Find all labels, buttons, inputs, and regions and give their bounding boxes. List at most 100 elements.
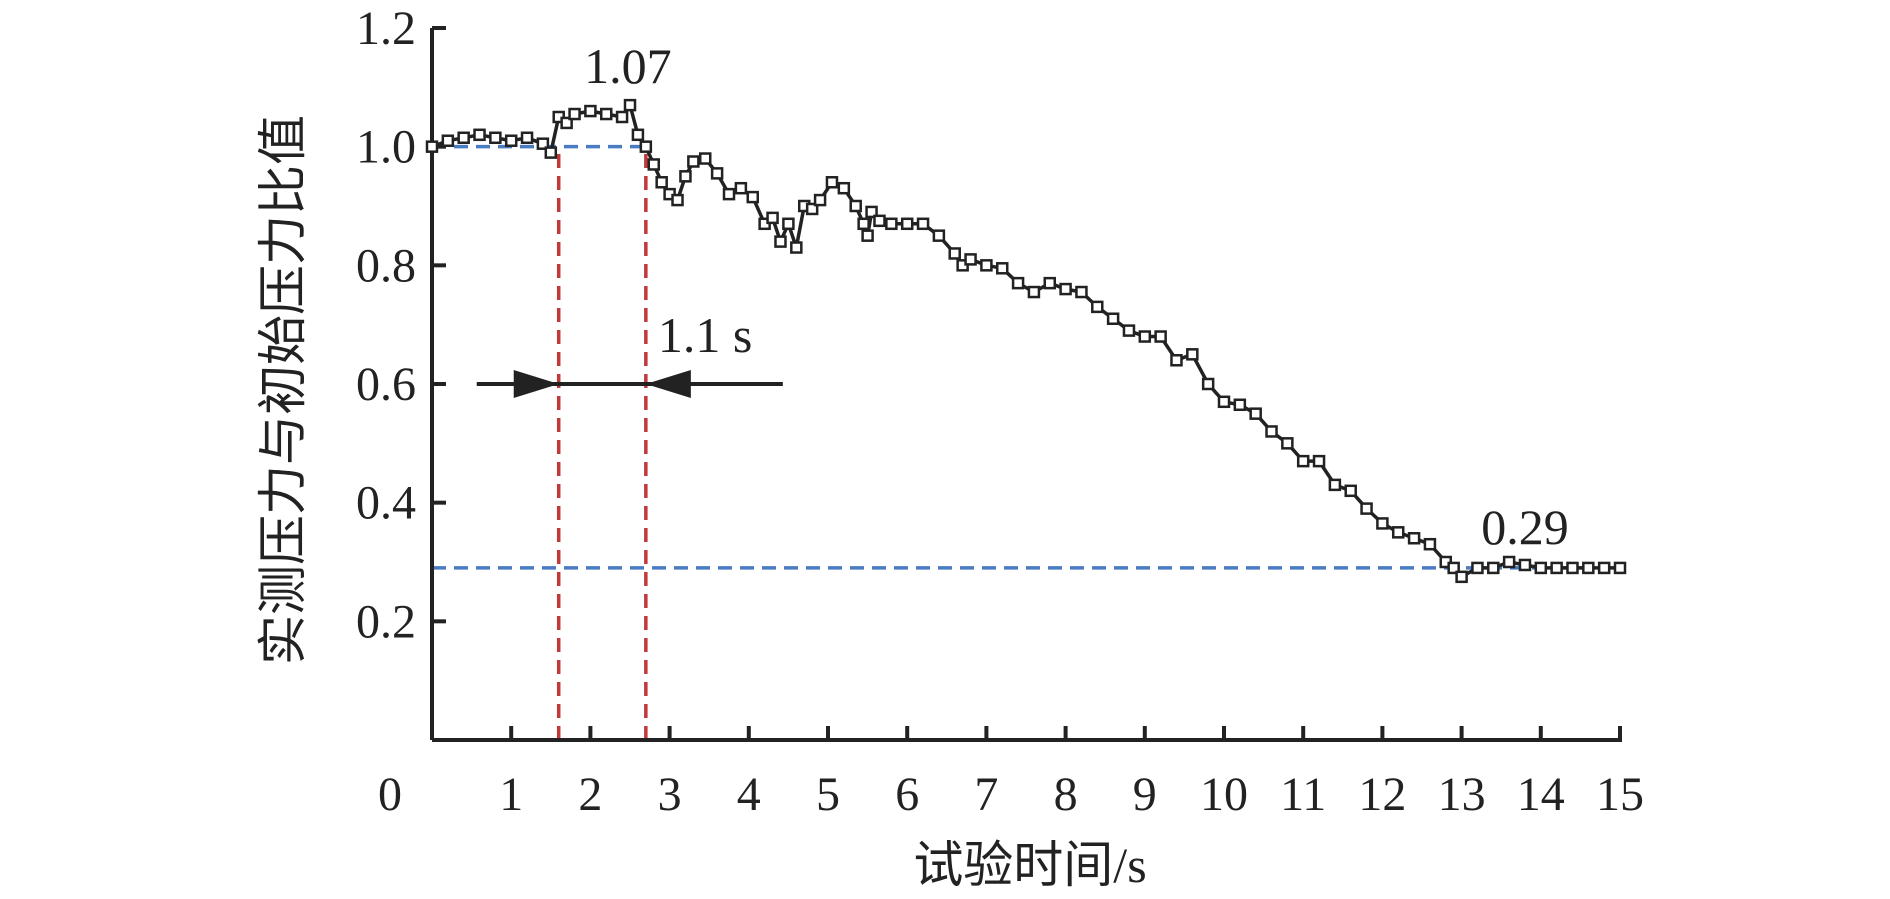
x-tick-label: 12 (1358, 768, 1406, 821)
data-point (679, 170, 692, 183)
data-point (655, 176, 668, 189)
data-point (1502, 555, 1516, 569)
series-line (431, 103, 1620, 579)
data-point (948, 247, 961, 260)
data-point (1518, 558, 1532, 572)
x-tick-label: 11 (1280, 768, 1326, 821)
x-tick-label: 1 (499, 768, 523, 821)
data-point (1011, 276, 1025, 290)
data-point (805, 202, 819, 216)
x-tick-label: 9 (1133, 768, 1157, 821)
data-point (1407, 532, 1421, 545)
data-point (1154, 330, 1167, 343)
data-point (1597, 561, 1611, 575)
x-tick-label: 4 (737, 768, 761, 821)
data-point (964, 253, 977, 266)
data-point (916, 217, 930, 231)
data-point (1534, 561, 1548, 575)
interval-label: 1.1 s (658, 307, 752, 363)
axes: 0.20.40.60.81.01.21 2 3 4 5 6 7 8 9 10 11 12 13 14 15 (356, 2, 1644, 821)
data-point (813, 193, 827, 207)
data-point (568, 107, 581, 121)
data-point (1186, 348, 1199, 361)
data-point (639, 140, 653, 153)
data-series (425, 98, 1627, 584)
y-tick-label: 0.6 (356, 358, 416, 411)
data-point (615, 110, 629, 124)
data-point (489, 131, 502, 145)
y-tick-label: 1.2 (356, 2, 416, 55)
data-point (1391, 526, 1405, 539)
data-point (1122, 324, 1136, 337)
data-point (1170, 354, 1183, 367)
data-point (520, 131, 534, 145)
data-point (932, 229, 946, 242)
data-point (1106, 312, 1120, 325)
data-point (790, 241, 803, 254)
data-point (560, 116, 573, 130)
data-point (861, 229, 874, 242)
data-point (1043, 276, 1057, 290)
y-tick-label: 0.2 (356, 595, 416, 648)
data-point (441, 134, 455, 147)
data-point (1075, 285, 1088, 299)
data-point (746, 190, 760, 204)
reference-lines (432, 144, 1620, 740)
data-point (1091, 300, 1104, 314)
data-point (1328, 478, 1342, 492)
data-point (504, 134, 518, 147)
x-tick-label: 2 (578, 768, 602, 821)
x-tick-label: 14 (1517, 768, 1565, 821)
x-tick-label: 3 (658, 768, 682, 821)
data-point (825, 176, 839, 189)
data-point (1296, 454, 1310, 468)
interval-arrow-left (513, 370, 559, 398)
data-point (865, 205, 878, 219)
annotations: 1.07 0.29 1.1 s (476, 38, 1569, 555)
data-point (722, 187, 736, 201)
data-point (734, 181, 748, 195)
origin-label: 0 (378, 768, 402, 821)
data-point (857, 217, 870, 231)
data-point (1027, 285, 1041, 299)
x-tick-label: 5 (816, 768, 840, 821)
y-tick-label: 0.4 (356, 477, 416, 530)
x-tick-label: 7 (974, 768, 998, 821)
x-tick-label: 6 (895, 768, 919, 821)
data-point (599, 107, 613, 121)
data-point (1471, 561, 1484, 575)
data-point (584, 104, 597, 118)
data-point (1217, 395, 1231, 409)
data-point (995, 262, 1009, 275)
data-point (1550, 561, 1563, 575)
data-point (1265, 425, 1278, 438)
data-point (710, 167, 724, 180)
data-point (671, 193, 684, 207)
data-point (1613, 561, 1627, 575)
data-point (1447, 561, 1460, 575)
data-point (1344, 484, 1357, 498)
data-point (544, 146, 558, 159)
final-value-label: 0.29 (1481, 499, 1569, 555)
data-point (1138, 330, 1152, 343)
data-point (1376, 517, 1389, 530)
interval-arrow-right (645, 370, 691, 398)
data-point (1312, 454, 1326, 468)
data-point (873, 214, 886, 228)
data-point (1249, 407, 1262, 420)
data-point (631, 128, 645, 142)
data-point (1566, 561, 1579, 575)
data-point (1201, 377, 1215, 391)
data-point (473, 128, 486, 142)
data-point (1281, 437, 1294, 450)
data-point (980, 259, 993, 272)
y-tick-label: 1.0 (356, 121, 416, 174)
data-point (774, 235, 787, 248)
x-tick-label: 15 (1596, 768, 1644, 821)
data-point (457, 131, 470, 145)
data-point (1455, 570, 1468, 584)
y-axis-title: 实测压力与初始压力比值 (255, 115, 311, 665)
data-point (698, 152, 712, 165)
